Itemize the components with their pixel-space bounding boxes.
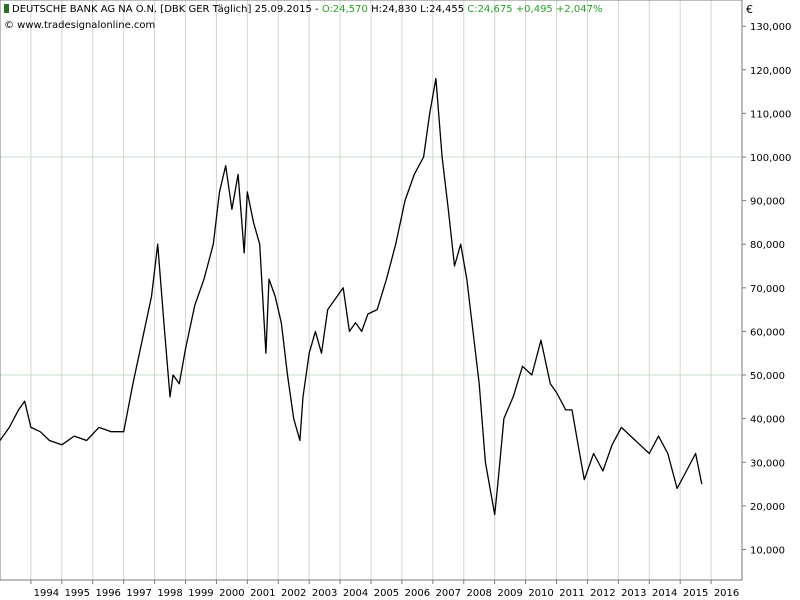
x-tick-label: 2008 bbox=[466, 588, 491, 599]
header-date: 25.09.2015 bbox=[254, 4, 312, 15]
x-tick-label: 2015 bbox=[683, 588, 708, 599]
x-tick-label: 2012 bbox=[590, 588, 615, 599]
x-tick-label: 2016 bbox=[714, 588, 739, 599]
instrument-icon bbox=[4, 4, 9, 13]
x-tick-label: 1998 bbox=[157, 588, 182, 599]
x-tick-label: 1997 bbox=[126, 588, 151, 599]
x-tick-label: 2000 bbox=[219, 588, 244, 599]
y-tick-label: 90,000 bbox=[750, 197, 785, 208]
x-axis: 1994 1995 1996 1997 1998 1999 2000 2001 2002 2003… bbox=[30, 580, 739, 599]
x-tick-label: 2011 bbox=[559, 588, 584, 599]
x-tick-label: 2014 bbox=[652, 588, 677, 599]
y-tick-label: 110,000 bbox=[750, 109, 791, 120]
x-tick-label: 2009 bbox=[497, 588, 522, 599]
y-tick-label: 30,000 bbox=[750, 458, 785, 469]
x-tick-label: 2007 bbox=[436, 588, 461, 599]
x-tick-label: 2006 bbox=[405, 588, 430, 599]
y-tick-label: 130,000 bbox=[750, 22, 791, 33]
price-series-line bbox=[0, 77, 703, 516]
grid bbox=[0, 0, 742, 580]
y-tick-label: 80,000 bbox=[750, 240, 785, 251]
x-tick-label: 2002 bbox=[281, 588, 306, 599]
source-label: © www.tradesignalonline.com bbox=[4, 20, 156, 31]
y-tick-label: 100,000 bbox=[750, 153, 791, 164]
x-tick-label: 2005 bbox=[374, 588, 399, 599]
y-tick-label: 10,000 bbox=[750, 545, 785, 556]
x-tick-label: 1999 bbox=[188, 588, 213, 599]
x-tick-label: 1995 bbox=[65, 588, 90, 599]
header-change: C:24,675 +0,495 +2,047% bbox=[467, 4, 603, 15]
y-tick-label: 40,000 bbox=[750, 415, 785, 426]
currency-label: € bbox=[746, 3, 753, 16]
x-tick-label: 1994 bbox=[34, 588, 59, 599]
header-open: O:24,570 bbox=[321, 4, 368, 15]
series-layer bbox=[0, 77, 703, 516]
x-tick-label: 2013 bbox=[621, 588, 646, 599]
header-high: H:24,830 bbox=[371, 4, 417, 15]
chart-header: DEUTSCHE BANK AG NA O.N. [DBK GER Täglic… bbox=[4, 4, 602, 15]
x-tick-label: 2001 bbox=[250, 588, 275, 599]
x-tick-label: 2010 bbox=[528, 588, 553, 599]
header-low: L:24,455 bbox=[420, 4, 465, 15]
y-axis: 10,000 20,000 30,000 40,000 50,000 60,000 70,0… bbox=[742, 22, 791, 556]
y-tick-label: 70,000 bbox=[750, 284, 785, 295]
y-tick-label: 50,000 bbox=[750, 371, 785, 382]
instrument-name: DEUTSCHE BANK AG NA O.N. [DBK GER Täglic… bbox=[12, 4, 252, 15]
y-tick-label: 120,000 bbox=[750, 66, 791, 77]
y-tick-label: 60,000 bbox=[750, 327, 785, 338]
x-tick-label: 2003 bbox=[312, 588, 337, 599]
x-tick-label: 1996 bbox=[95, 588, 120, 599]
y-tick-label: 20,000 bbox=[750, 502, 785, 513]
x-tick-label: 2004 bbox=[343, 588, 368, 599]
